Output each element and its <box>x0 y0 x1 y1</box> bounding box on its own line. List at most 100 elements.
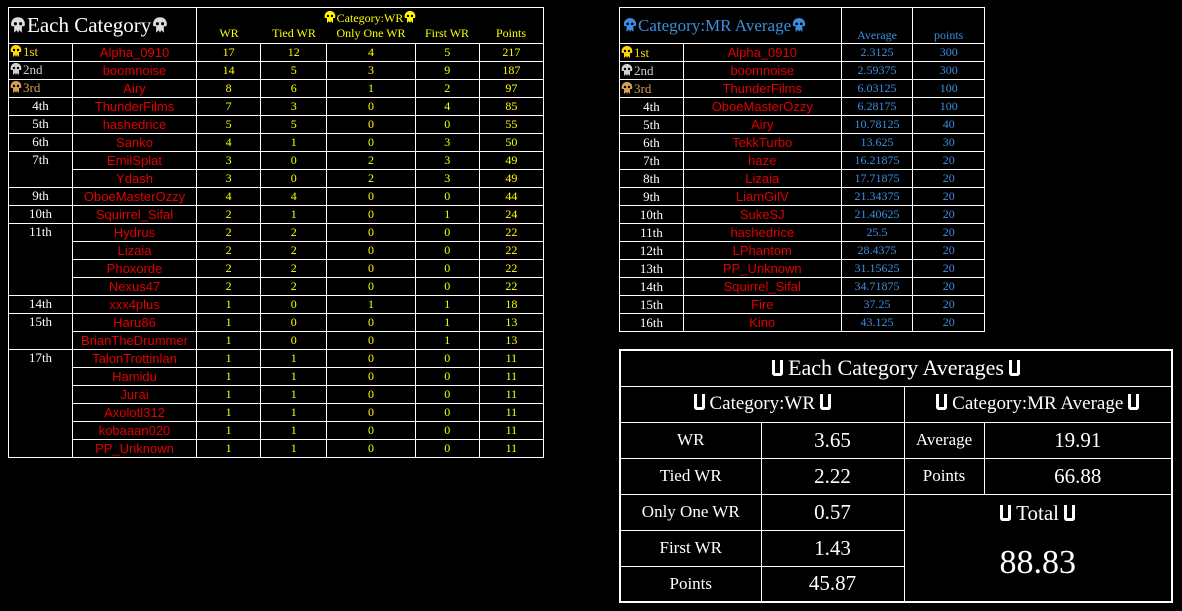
player-name: Kino <box>682 313 842 332</box>
table-row: 2nd boomnoise 14 5 3 9 187 <box>8 61 545 80</box>
rank-cell: 8th <box>619 169 684 188</box>
rank-label: 14th <box>639 278 663 294</box>
rank-cell: 10th <box>8 205 73 224</box>
first-wr-value: 0 <box>414 223 480 242</box>
first-wr-value: 0 <box>414 403 480 422</box>
first-wr-value: 4 <box>414 97 480 116</box>
first-wr-value: 0 <box>414 115 480 134</box>
cup-icon <box>1064 504 1076 521</box>
points-value: 13 <box>478 331 545 350</box>
average-value: 16.21875 <box>840 151 914 170</box>
rank-cell: 1st <box>8 43 73 62</box>
rank-label: 1st <box>634 44 650 60</box>
points-value: 11 <box>478 421 545 440</box>
player-name: PP_Unknown <box>72 439 197 458</box>
wr-value: 1 <box>195 421 262 440</box>
table-row: 14th Squirrel_Sifal 34.71875 20 <box>619 277 985 296</box>
table-row: PP_Unknown 1 1 0 0 11 <box>9 439 545 458</box>
first-wr-value: 0 <box>414 385 480 404</box>
mr-points-value: 300 <box>912 43 985 62</box>
averages-table: Each Category Averages Category:WR Categ… <box>619 349 1173 603</box>
rank-cell: 1st <box>619 43 684 62</box>
table-row: 15th Haru86 1 0 0 1 13 <box>8 313 545 350</box>
first-wr-value: 1 <box>414 295 480 314</box>
rank-label: 3rd <box>23 80 41 96</box>
rank-cell: 17th <box>8 349 73 458</box>
player-name: ThunderFilms <box>72 97 197 116</box>
first-wr-value: 3 <box>414 133 480 152</box>
table-row: 1st Alpha_0910 17 12 4 5 217 <box>8 43 545 62</box>
points-value: 18 <box>478 295 545 314</box>
col-header-only-one-wr: Only One WR <box>336 26 406 40</box>
rank-label: 17th <box>28 350 53 366</box>
player-name: Airy <box>682 115 842 134</box>
medal-squid-icon <box>621 81 633 94</box>
rank-cell: 3rd <box>619 79 684 98</box>
first-wr-value: 0 <box>414 421 480 440</box>
points-value: 97 <box>478 79 545 98</box>
mr-averages-title-cell: Category:MR Average <box>903 385 1173 423</box>
average-value: 37.25 <box>840 295 914 314</box>
tied-wr-value: 0 <box>260 313 328 332</box>
mr-points-value: 20 <box>912 295 985 314</box>
rank-label: 15th <box>639 296 663 312</box>
rank-label: 1st <box>23 44 39 60</box>
total-cell: Total 88.83 <box>903 493 1173 603</box>
mr-average-table: Category:MR Average Average points 1st Al… <box>619 7 985 332</box>
tied-wr-value: 12 <box>260 43 328 62</box>
first-wr-value: 3 <box>414 169 480 188</box>
first-wr-value: 3 <box>414 151 480 170</box>
rank-label: 14th <box>28 296 53 312</box>
category-wr-label: Category:WR <box>336 11 404 25</box>
avg-value-average: 19.91 <box>983 421 1173 459</box>
rank-label: 3rd <box>634 80 652 96</box>
only-one-wr-value: 1 <box>326 295 416 314</box>
only-one-wr-value: 0 <box>326 385 416 404</box>
player-name: Lizaia <box>72 241 197 260</box>
cup-icon <box>1009 360 1021 377</box>
wr-value: 14 <box>195 61 262 80</box>
only-one-wr-value: 2 <box>326 151 416 170</box>
rank-cell: 11th <box>619 223 684 242</box>
avg-value-mr-points: 66.88 <box>983 457 1173 495</box>
only-one-wr-value: 0 <box>326 313 416 332</box>
mr-points-value: 20 <box>912 241 985 260</box>
player-name: hashedrice <box>72 115 197 134</box>
only-one-wr-value: 0 <box>326 277 416 296</box>
player-name: hashedrice <box>682 223 842 242</box>
rank-cell: 14th <box>619 277 684 296</box>
rank-label: 11th <box>640 224 663 240</box>
rank-label: 7th <box>32 152 49 168</box>
col-header-first-wr: First WR <box>424 26 470 40</box>
rank-label: 5th <box>643 116 660 132</box>
squid-icon <box>404 11 416 23</box>
tied-wr-value: 2 <box>260 241 328 260</box>
points-value: 11 <box>478 367 545 386</box>
wr-value: 2 <box>195 205 262 224</box>
tied-wr-value: 1 <box>260 439 328 458</box>
col-header-average: Average <box>840 7 914 44</box>
only-one-wr-value: 2 <box>326 169 416 188</box>
player-name: boomnoise <box>682 61 842 80</box>
col-header-mr-points: points <box>912 7 985 44</box>
squid-icon <box>623 17 637 32</box>
only-one-wr-value: 4 <box>326 43 416 62</box>
only-one-wr-value: 3 <box>326 61 416 80</box>
average-value: 6.28175 <box>840 97 914 116</box>
mr-points-value: 20 <box>912 223 985 242</box>
table-row: 9th OboeMasterOzzy 4 4 0 0 44 <box>8 187 545 206</box>
total-title: Total <box>1016 500 1059 525</box>
mr-averages-title: Category:MR Average <box>952 393 1124 414</box>
rank-cell: 9th <box>8 187 73 206</box>
table-row: 12th LPhantom 28.4375 20 <box>619 241 985 260</box>
table-row: 9th LiamGilV 21.34375 20 <box>619 187 985 206</box>
cup-icon <box>819 394 831 410</box>
wr-value: 3 <box>195 151 262 170</box>
table-row: 11th Hydrus 2 2 0 0 22 <box>8 223 545 296</box>
mr-title-cell: Category:MR Average <box>619 7 842 44</box>
col-header-tied-wr: Tied WR <box>272 26 316 40</box>
table-row: 10th Squirrel_Sifal 2 1 0 1 24 <box>8 205 545 224</box>
cup-icon <box>1000 504 1012 521</box>
only-one-wr-value: 0 <box>326 133 416 152</box>
player-name: LPhantom <box>682 241 842 260</box>
